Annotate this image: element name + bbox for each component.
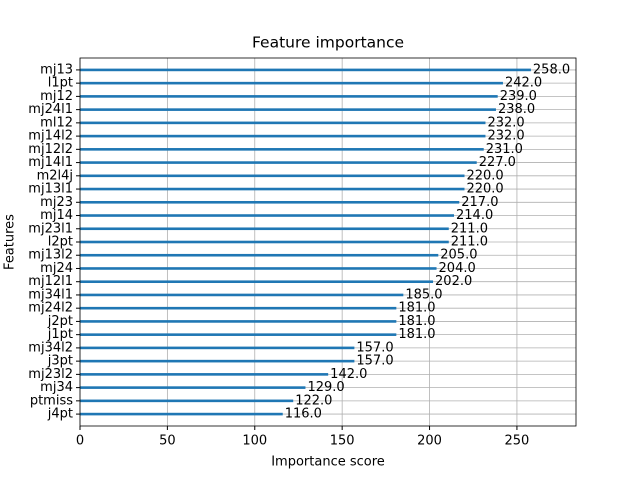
x-tick-label: 50 bbox=[159, 434, 176, 449]
bar bbox=[80, 200, 460, 204]
y-tick-label: mj34 bbox=[40, 380, 73, 395]
value-label: 129.0 bbox=[307, 380, 344, 395]
x-tick-label: 100 bbox=[242, 434, 267, 449]
value-label: 227.0 bbox=[479, 155, 516, 170]
bar bbox=[80, 240, 449, 244]
bar bbox=[80, 399, 294, 403]
y-tick-label: mj13 bbox=[40, 62, 73, 77]
value-label: 204.0 bbox=[439, 261, 476, 276]
value-label: 232.0 bbox=[487, 129, 524, 144]
value-label: 205.0 bbox=[440, 248, 477, 263]
bar bbox=[80, 280, 434, 284]
bar bbox=[80, 346, 355, 350]
y-tick-label: mj24 bbox=[40, 261, 73, 276]
y-tick-label: mj12l1 bbox=[28, 274, 73, 289]
x-tick-label: 150 bbox=[330, 434, 355, 449]
chart-title: Feature importance bbox=[252, 34, 404, 52]
bar bbox=[80, 187, 465, 191]
value-label: 217.0 bbox=[461, 195, 498, 210]
value-label: 116.0 bbox=[285, 407, 322, 422]
bar bbox=[80, 333, 397, 336]
bar bbox=[80, 95, 498, 98]
y-tick-label: j2pt bbox=[47, 314, 73, 329]
y-tick-label: j3pt bbox=[47, 354, 73, 369]
y-tick-label: l1pt bbox=[48, 76, 73, 91]
y-tick-label: mj34l1 bbox=[28, 287, 73, 302]
value-label: 220.0 bbox=[466, 182, 503, 197]
bar bbox=[80, 306, 397, 310]
value-label: 211.0 bbox=[451, 235, 488, 250]
bar bbox=[80, 373, 329, 376]
y-tick-label: ml12 bbox=[40, 115, 73, 130]
y-tick-label: mj24l1 bbox=[28, 102, 73, 117]
y-tick-label: ptmiss bbox=[30, 393, 73, 408]
y-tick-label: mj14l2 bbox=[28, 129, 73, 144]
value-label: 157.0 bbox=[356, 354, 393, 369]
x-tick-label: 200 bbox=[417, 434, 442, 449]
bar bbox=[80, 68, 531, 72]
y-tick-label: m2l4j bbox=[37, 168, 73, 183]
y-tick-label: mj12 bbox=[40, 89, 73, 104]
bar bbox=[80, 386, 306, 389]
value-label: 231.0 bbox=[486, 142, 523, 157]
value-label: 181.0 bbox=[398, 301, 435, 316]
bar bbox=[80, 253, 439, 257]
bar bbox=[80, 81, 503, 85]
value-label: 214.0 bbox=[456, 208, 493, 223]
bar bbox=[80, 108, 496, 111]
bar bbox=[80, 174, 465, 178]
bar bbox=[80, 412, 283, 416]
value-label: 242.0 bbox=[505, 76, 542, 91]
y-tick-label: j4pt bbox=[47, 407, 73, 422]
value-label: 122.0 bbox=[295, 393, 332, 408]
value-label: 202.0 bbox=[435, 274, 472, 289]
plot-frame bbox=[79, 57, 577, 427]
bar bbox=[80, 121, 486, 125]
bar bbox=[80, 214, 455, 217]
y-tick-label: j1pt bbox=[47, 327, 73, 342]
value-label: 220.0 bbox=[466, 168, 503, 183]
y-tick-label: mj14 bbox=[40, 208, 73, 223]
bar bbox=[80, 320, 397, 323]
x-tick-label: 0 bbox=[76, 434, 84, 449]
bar bbox=[80, 227, 449, 231]
bar bbox=[80, 148, 484, 151]
bar bbox=[80, 359, 355, 363]
value-label: 239.0 bbox=[500, 89, 537, 104]
y-tick-label: mj24l2 bbox=[28, 301, 73, 316]
bar bbox=[80, 293, 404, 297]
value-label: 181.0 bbox=[398, 314, 435, 329]
x-axis-label: Importance score bbox=[271, 455, 385, 470]
bar bbox=[80, 134, 486, 138]
y-tick-label: mj34l2 bbox=[28, 340, 73, 355]
bar bbox=[80, 161, 477, 164]
y-tick-label: mj12l2 bbox=[28, 142, 73, 157]
y-tick-label: mj23l2 bbox=[28, 367, 73, 382]
value-label: 181.0 bbox=[398, 327, 435, 342]
y-tick-label: mj13l2 bbox=[28, 248, 73, 263]
value-label: 211.0 bbox=[451, 221, 488, 236]
value-label: 232.0 bbox=[487, 115, 524, 130]
value-label: 157.0 bbox=[356, 340, 393, 355]
value-label: 142.0 bbox=[330, 367, 367, 382]
y-tick-label: l2pt bbox=[48, 235, 73, 250]
value-label: 185.0 bbox=[405, 287, 442, 302]
y-tick-label: mj23l1 bbox=[28, 221, 73, 236]
value-label: 238.0 bbox=[498, 102, 535, 117]
y-tick-label: mj13l1 bbox=[28, 182, 73, 197]
x-tick-label: 250 bbox=[505, 434, 530, 449]
y-tick-label: mj23 bbox=[40, 195, 73, 210]
bar bbox=[80, 267, 437, 270]
value-label: 258.0 bbox=[533, 62, 570, 77]
y-tick-label: mj14l1 bbox=[28, 155, 73, 170]
y-axis-label: Features bbox=[3, 214, 18, 270]
